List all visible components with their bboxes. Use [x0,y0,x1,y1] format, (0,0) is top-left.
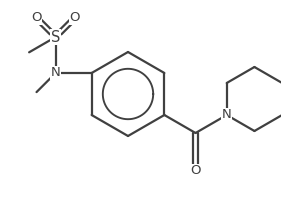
Text: O: O [31,11,42,24]
Text: N: N [222,109,232,121]
Text: O: O [69,11,80,24]
Text: S: S [51,29,60,45]
Text: N: N [51,67,60,80]
Text: O: O [190,164,201,177]
